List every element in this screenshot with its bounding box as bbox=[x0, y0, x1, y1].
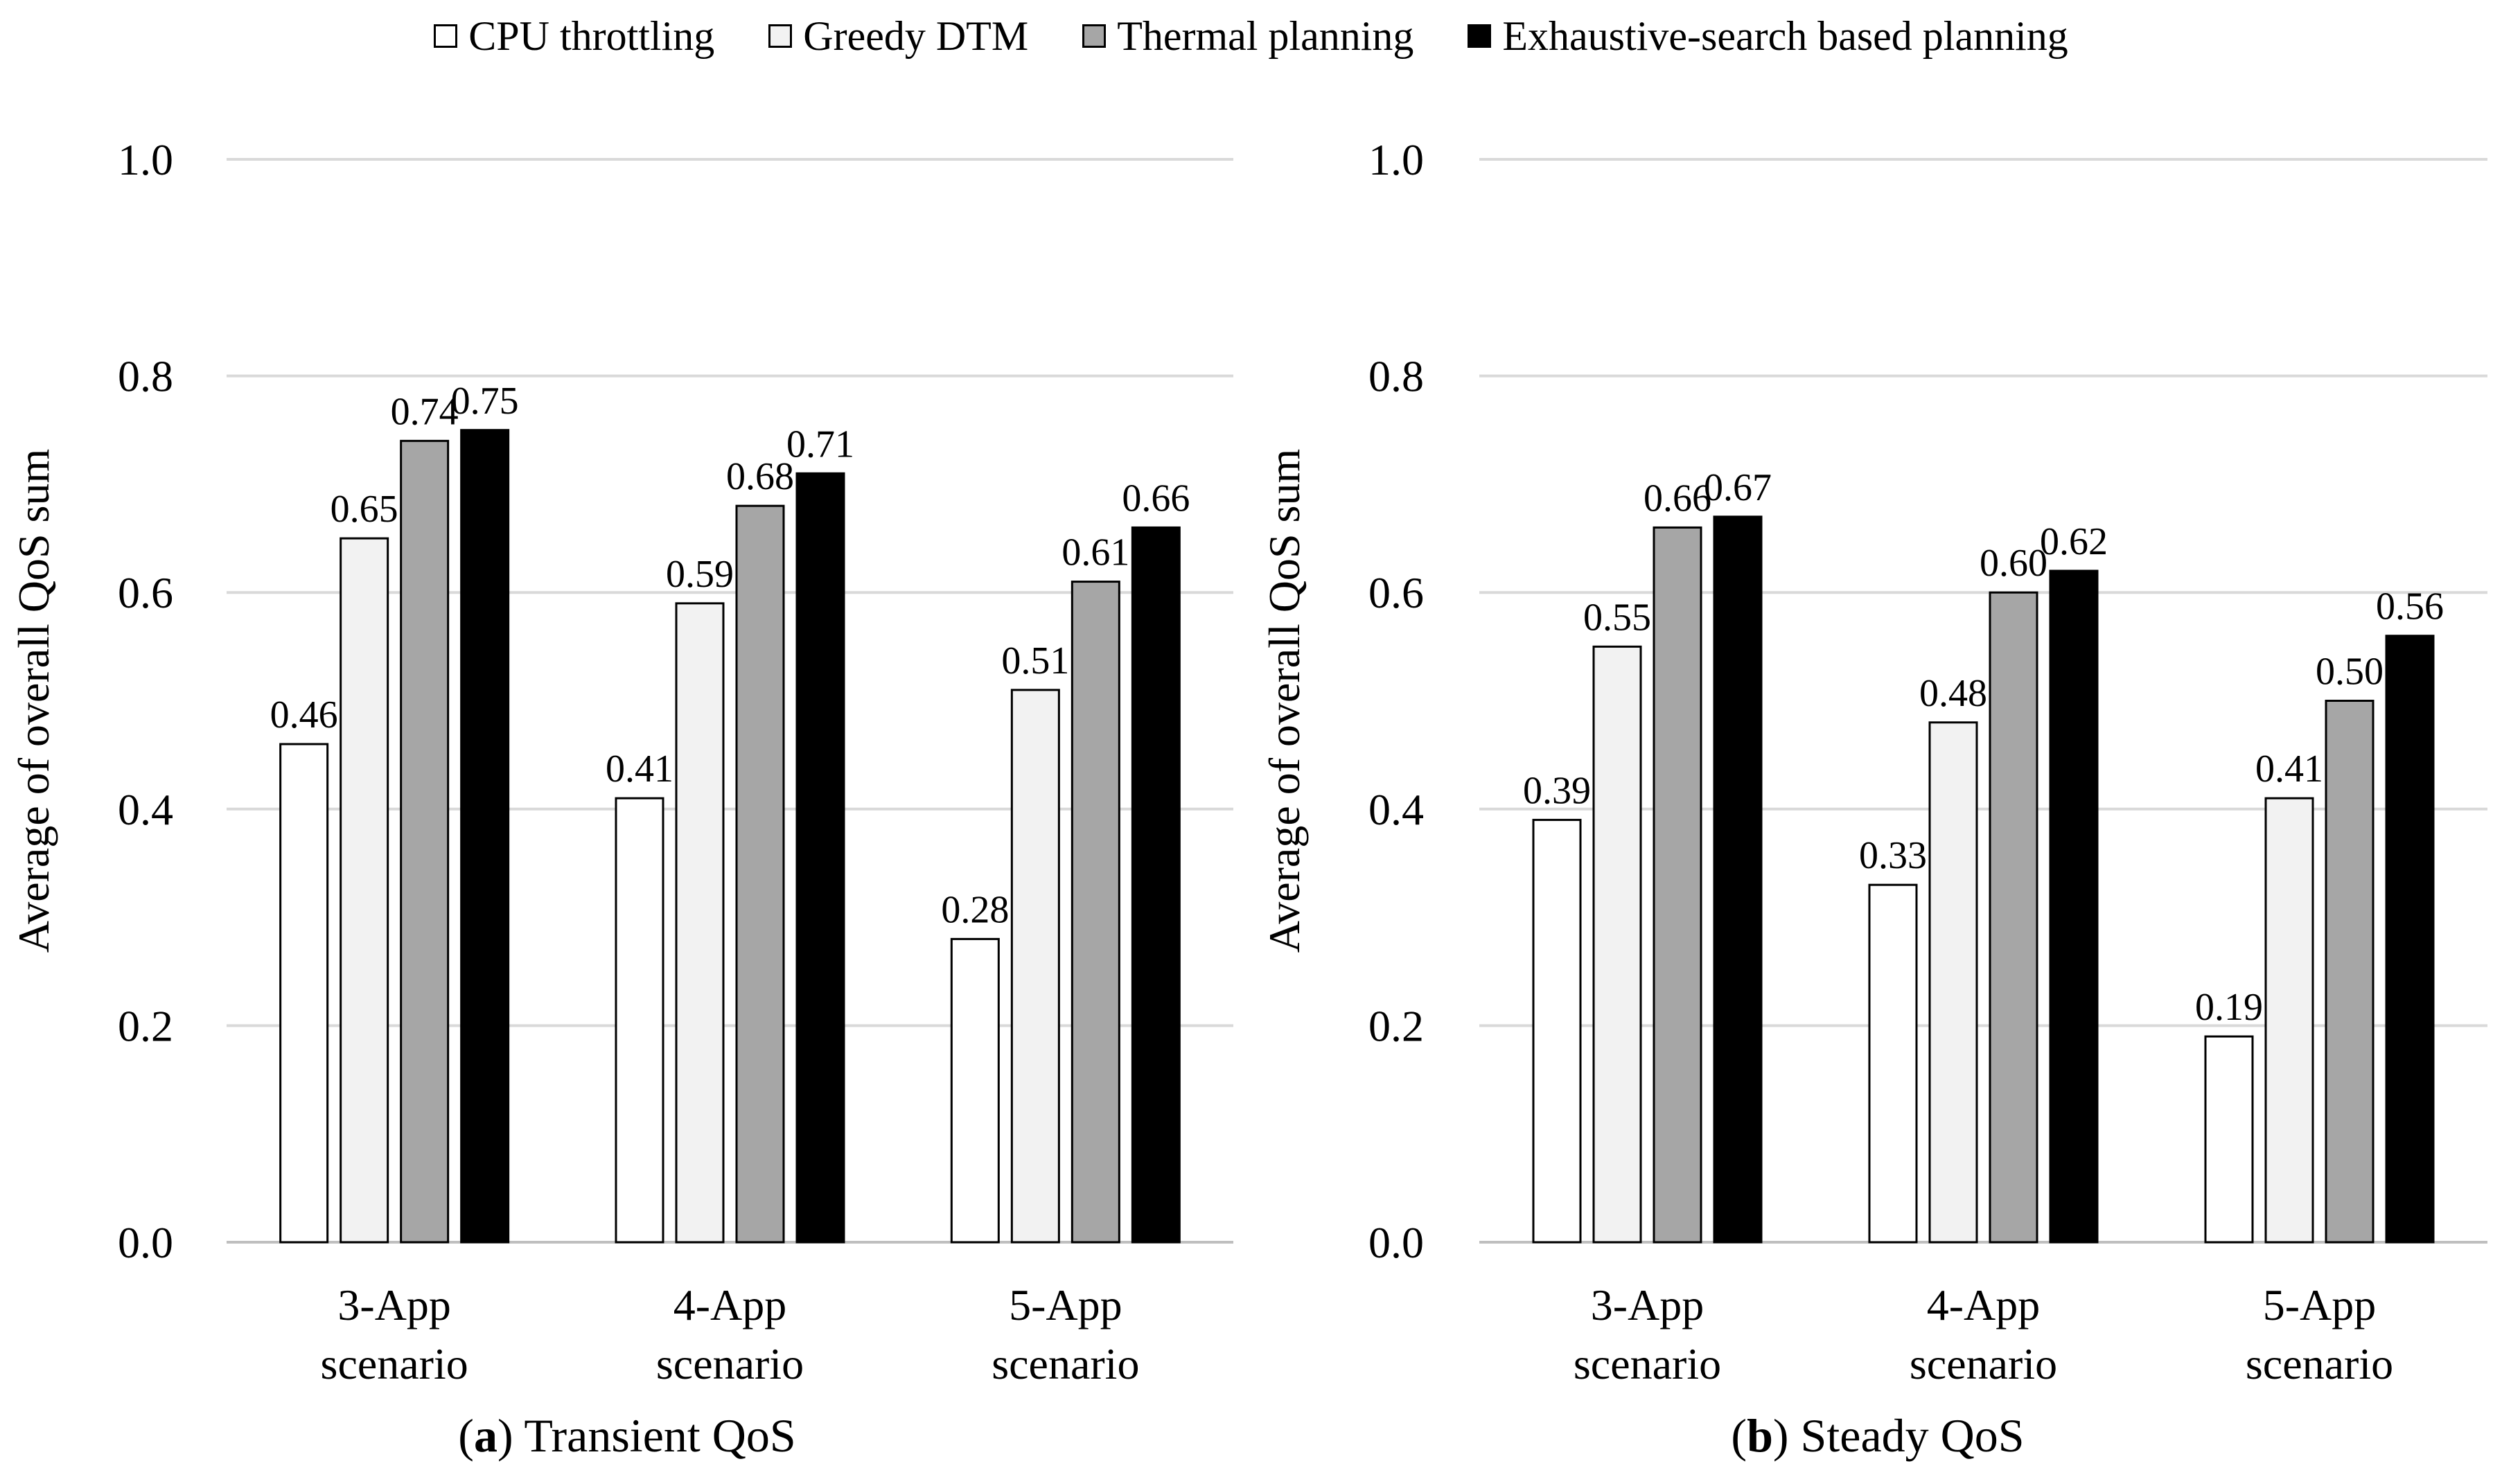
data-label: 0.46 bbox=[270, 694, 338, 736]
data-label: 0.66 bbox=[1644, 477, 1711, 520]
y-tick-label: 0.6 bbox=[118, 568, 173, 617]
bar bbox=[1653, 526, 1702, 1244]
data-label: 0.59 bbox=[666, 553, 734, 596]
data-label: 0.50 bbox=[2316, 651, 2384, 694]
data-label: 0.62 bbox=[2040, 520, 2108, 563]
legend-label-thermal-planning: Thermal planning bbox=[1117, 12, 1414, 59]
legend-swatch-greedy-dtm bbox=[768, 24, 793, 48]
y-axis-label: Average of overall QoS sum bbox=[1260, 449, 1309, 953]
y-tick-label: 0.0 bbox=[118, 1218, 173, 1267]
bar bbox=[950, 937, 1000, 1244]
data-label: 0.68 bbox=[726, 455, 794, 498]
y-tick-label: 0.0 bbox=[1368, 1218, 1424, 1267]
x-tick-label: 4-App bbox=[1927, 1280, 2041, 1330]
data-label: 0.28 bbox=[941, 888, 1009, 931]
x-tick-label: scenario bbox=[656, 1339, 804, 1388]
x-tick-label: scenario bbox=[321, 1339, 468, 1388]
y-tick-label: 0.2 bbox=[118, 1001, 173, 1050]
data-label: 0.51 bbox=[1001, 639, 1069, 682]
bar bbox=[675, 602, 725, 1244]
x-tick-label: 3-App bbox=[337, 1280, 451, 1330]
legend-item-exhaustive-search: Exhaustive-search based planning bbox=[1468, 12, 2068, 60]
bar bbox=[279, 743, 329, 1244]
bar bbox=[2204, 1035, 2254, 1244]
chart-caption: (a) Transient QoS bbox=[458, 1409, 795, 1462]
x-tick-label: 4-App bbox=[673, 1280, 787, 1330]
legend-label-cpu-throttling: CPU throttling bbox=[468, 12, 715, 59]
bar bbox=[1713, 515, 1763, 1244]
bar bbox=[795, 472, 845, 1244]
legend: CPU throttling Greedy DTM Thermal planni… bbox=[0, 8, 2502, 64]
data-label: 0.41 bbox=[2255, 748, 2323, 790]
data-label: 0.67 bbox=[1704, 466, 1772, 509]
x-tick-label: scenario bbox=[2246, 1339, 2393, 1388]
bar bbox=[1592, 645, 1642, 1244]
chart-panel-b: 0.0 0.2 0.4 0.6 0.8 1.0 Average of overall QoS… bbox=[1260, 135, 2487, 1462]
y-tick-label: 0.4 bbox=[118, 785, 173, 834]
data-label: 0.48 bbox=[1919, 672, 1987, 715]
x-tick-label: scenario bbox=[1910, 1339, 2057, 1388]
data-label: 0.41 bbox=[606, 748, 673, 790]
legend-item-thermal-planning: Thermal planning bbox=[1082, 12, 1413, 60]
bar bbox=[1131, 526, 1181, 1244]
y-tick-label: 0.4 bbox=[1368, 785, 1424, 834]
bar bbox=[2264, 797, 2314, 1244]
bar bbox=[615, 797, 664, 1244]
y-tick-label: 1.0 bbox=[1368, 135, 1424, 184]
bar bbox=[1928, 721, 1978, 1244]
bar bbox=[1989, 591, 2038, 1244]
data-label: 0.56 bbox=[2376, 585, 2444, 628]
legend-item-greedy-dtm: Greedy DTM bbox=[768, 12, 1028, 60]
x-tick-label: scenario bbox=[1574, 1339, 1721, 1388]
bar bbox=[1010, 689, 1060, 1244]
x-tick-label: 5-App bbox=[2263, 1280, 2377, 1330]
data-label: 0.65 bbox=[331, 488, 398, 531]
data-label: 0.39 bbox=[1523, 769, 1591, 812]
y-tick-label: 0.6 bbox=[1368, 568, 1424, 617]
bar bbox=[460, 429, 510, 1244]
y-tick-label: 0.8 bbox=[118, 352, 173, 401]
y-tick-label: 0.2 bbox=[1368, 1001, 1424, 1050]
data-label: 0.74 bbox=[391, 390, 459, 433]
x-tick-label: scenario bbox=[992, 1339, 1139, 1388]
x-tick-label: 5-App bbox=[1009, 1280, 1122, 1330]
chart-panel-a: 0.0 0.2 0.4 0.6 0.8 1.0 Average of overall QoS… bbox=[9, 135, 1233, 1462]
bar bbox=[340, 537, 389, 1244]
legend-swatch-thermal-planning bbox=[1082, 24, 1107, 48]
chart-caption: (b) Steady QoS bbox=[1731, 1409, 2024, 1462]
legend-label-greedy-dtm: Greedy DTM bbox=[803, 12, 1029, 59]
legend-label-exhaustive-search: Exhaustive-search based planning bbox=[1502, 12, 2068, 59]
data-label: 0.66 bbox=[1122, 477, 1190, 520]
x-tick-label: 3-App bbox=[1591, 1280, 1704, 1330]
bar bbox=[735, 504, 785, 1244]
y-axis-label: Average of overall QoS sum bbox=[9, 449, 58, 953]
data-label: 0.60 bbox=[1980, 542, 2047, 585]
legend-item-cpu-throttling: CPU throttling bbox=[434, 12, 714, 60]
bar bbox=[2385, 635, 2435, 1244]
bar bbox=[400, 439, 450, 1244]
bar bbox=[2325, 700, 2375, 1244]
data-label: 0.33 bbox=[1859, 834, 1927, 877]
data-label: 0.75 bbox=[451, 380, 519, 423]
legend-swatch-cpu-throttling bbox=[434, 24, 458, 48]
y-tick-label: 1.0 bbox=[118, 135, 173, 184]
data-label: 0.61 bbox=[1061, 531, 1129, 574]
bar bbox=[2049, 569, 2099, 1244]
y-tick-label: 0.8 bbox=[1368, 352, 1424, 401]
bar bbox=[1071, 581, 1120, 1244]
bar bbox=[1868, 883, 1918, 1244]
bar bbox=[1532, 818, 1582, 1244]
data-label: 0.55 bbox=[1583, 596, 1651, 639]
legend-swatch-exhaustive-search bbox=[1468, 24, 1492, 48]
data-label: 0.71 bbox=[786, 423, 854, 466]
data-label: 0.19 bbox=[2195, 986, 2263, 1029]
